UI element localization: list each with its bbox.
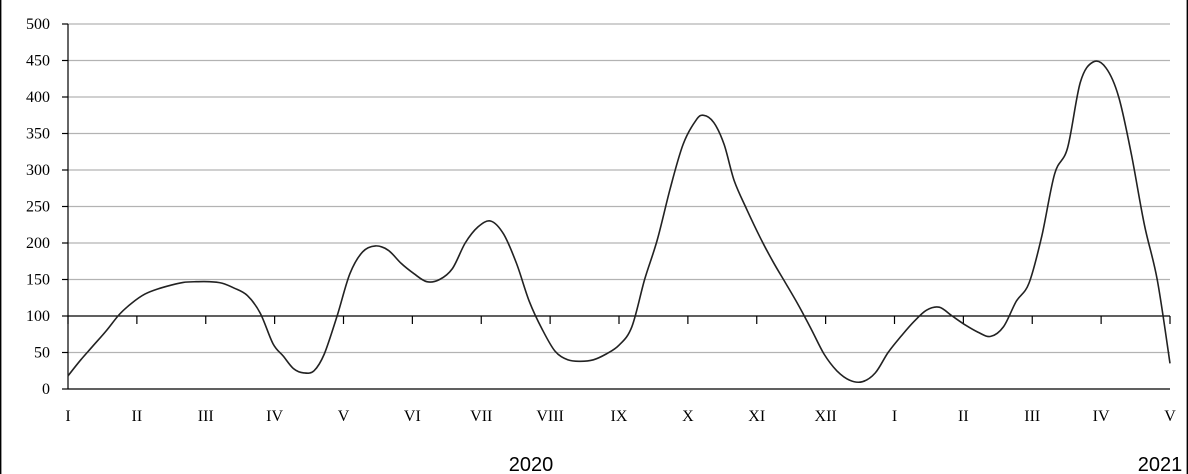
x-tick-label: I [65,408,70,425]
year-label-2021: 2021 [1138,454,1183,474]
x-tick-label: II [958,408,969,425]
x-tick-label: VII [470,408,492,425]
y-tick-label: 450 [26,53,50,70]
x-tick-label: I [892,408,897,425]
year-label-2020: 2020 [509,454,554,474]
x-tick-label: VIII [536,408,564,425]
y-tick-label: 50 [34,345,50,362]
x-tick-label: X [682,408,694,425]
y-tick-label: 150 [26,272,50,289]
y-axis: 0 50 100 150 200 250 300 350 400 450 500 [26,16,69,398]
x-tick-label: III [198,408,214,425]
y-tick-label: 250 [26,199,50,216]
y-tick-label: 350 [26,126,50,143]
series-layer [67,60,1171,384]
x-tick-label: IX [611,408,628,425]
y-tick-label: 300 [26,162,50,179]
x-tick-label: III [1024,408,1040,425]
y-tick-label: 100 [26,308,50,325]
y-tick-label: 200 [26,235,50,252]
x-axis: I II III IV V VI VII VIII IX X XI XII I II III IV V [65,315,1176,425]
x-tick-label: II [132,408,143,425]
x-tick-label: V [338,408,350,425]
x-tick-label: IV [1093,408,1110,425]
x-tick-label: V [1164,408,1176,425]
x-tick-label: XII [815,408,837,425]
gridlines [68,23,1170,354]
y-tick-label: 400 [26,89,50,106]
x-tick-label: XI [748,408,765,425]
y-tick-label: 500 [26,16,50,33]
series-line [67,60,1171,384]
x-tick-label: IV [266,408,283,425]
x-tick-label: VI [404,408,421,425]
y-tick-label: 0 [42,381,50,398]
year-labels: 2020 2021 [509,454,1183,474]
